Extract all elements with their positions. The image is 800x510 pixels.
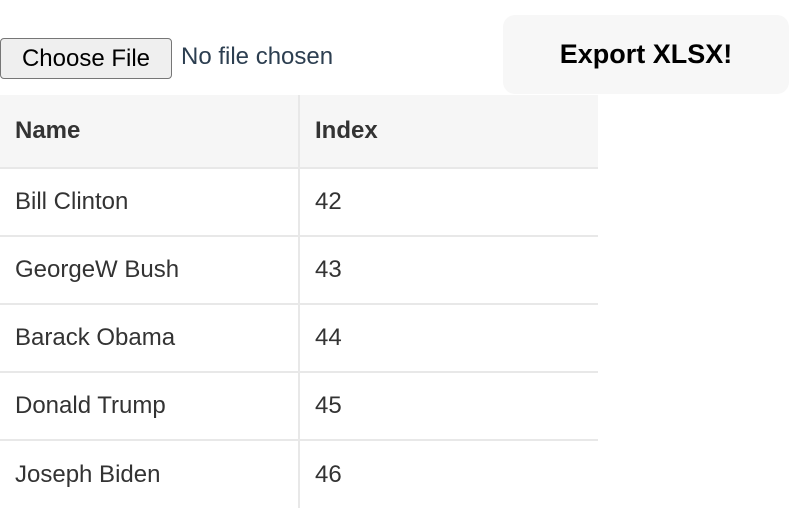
name-cell: Joseph Biden [0,440,300,508]
index-cell: 46 [315,460,342,488]
table-row: Bill Clinton 42 [0,168,598,237]
choose-file-button[interactable]: Choose File [0,38,172,79]
table-row: Barack Obama 44 [0,304,598,373]
name-cell: Bill Clinton [0,168,300,237]
column-header-name: Name [0,95,300,169]
table-row: GeorgeW Bush 43 [0,236,598,305]
name-cell: Barack Obama [0,304,300,373]
name-cell: GeorgeW Bush [0,236,300,305]
presidents-table: Name Index Bill Clinton 42 GeorgeW Bush 43… [0,95,598,508]
index-cell: 45 [299,372,598,441]
table-row: Joseph Biden 46 [0,440,598,508]
table-header-row: Name Index [0,95,598,169]
table-row: Donald Trump 45 [0,372,598,441]
column-header-index: Index [299,95,598,169]
file-status-text: No file chosen [181,43,334,70]
name-cell: Donald Trump [0,372,300,441]
index-cell: 44 [299,304,598,373]
index-cell: 43 [299,236,598,305]
index-cell: 42 [299,168,598,237]
export-xlsx-button[interactable]: Export XLSX! [503,15,789,94]
